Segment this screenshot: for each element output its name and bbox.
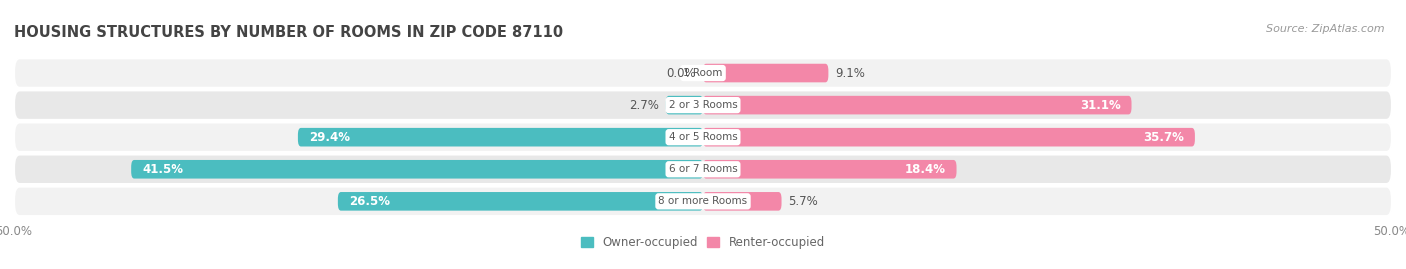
FancyBboxPatch shape: [14, 58, 1392, 88]
Text: 9.1%: 9.1%: [835, 66, 865, 80]
Text: 26.5%: 26.5%: [349, 195, 389, 208]
Text: 35.7%: 35.7%: [1143, 131, 1184, 144]
Text: 2.7%: 2.7%: [628, 99, 659, 112]
Text: 1 Room: 1 Room: [683, 68, 723, 78]
Legend: Owner-occupied, Renter-occupied: Owner-occupied, Renter-occupied: [579, 234, 827, 251]
Text: 6 or 7 Rooms: 6 or 7 Rooms: [669, 164, 737, 174]
FancyBboxPatch shape: [703, 160, 956, 179]
FancyBboxPatch shape: [14, 122, 1392, 152]
FancyBboxPatch shape: [337, 192, 703, 211]
FancyBboxPatch shape: [703, 64, 828, 82]
Text: 31.1%: 31.1%: [1080, 99, 1121, 112]
Text: 0.0%: 0.0%: [666, 66, 696, 80]
FancyBboxPatch shape: [131, 160, 703, 179]
FancyBboxPatch shape: [703, 192, 782, 211]
FancyBboxPatch shape: [703, 96, 1132, 114]
Text: HOUSING STRUCTURES BY NUMBER OF ROOMS IN ZIP CODE 87110: HOUSING STRUCTURES BY NUMBER OF ROOMS IN…: [14, 26, 564, 40]
Text: 2 or 3 Rooms: 2 or 3 Rooms: [669, 100, 737, 110]
Text: 8 or more Rooms: 8 or more Rooms: [658, 196, 748, 206]
FancyBboxPatch shape: [14, 187, 1392, 216]
Text: 29.4%: 29.4%: [309, 131, 350, 144]
FancyBboxPatch shape: [298, 128, 703, 147]
Text: 4 or 5 Rooms: 4 or 5 Rooms: [669, 132, 737, 142]
FancyBboxPatch shape: [703, 128, 1195, 147]
FancyBboxPatch shape: [666, 96, 703, 114]
FancyBboxPatch shape: [14, 90, 1392, 120]
Text: 5.7%: 5.7%: [789, 195, 818, 208]
Text: Source: ZipAtlas.com: Source: ZipAtlas.com: [1267, 24, 1385, 34]
FancyBboxPatch shape: [14, 154, 1392, 184]
Text: 41.5%: 41.5%: [142, 163, 183, 176]
Text: 18.4%: 18.4%: [904, 163, 945, 176]
